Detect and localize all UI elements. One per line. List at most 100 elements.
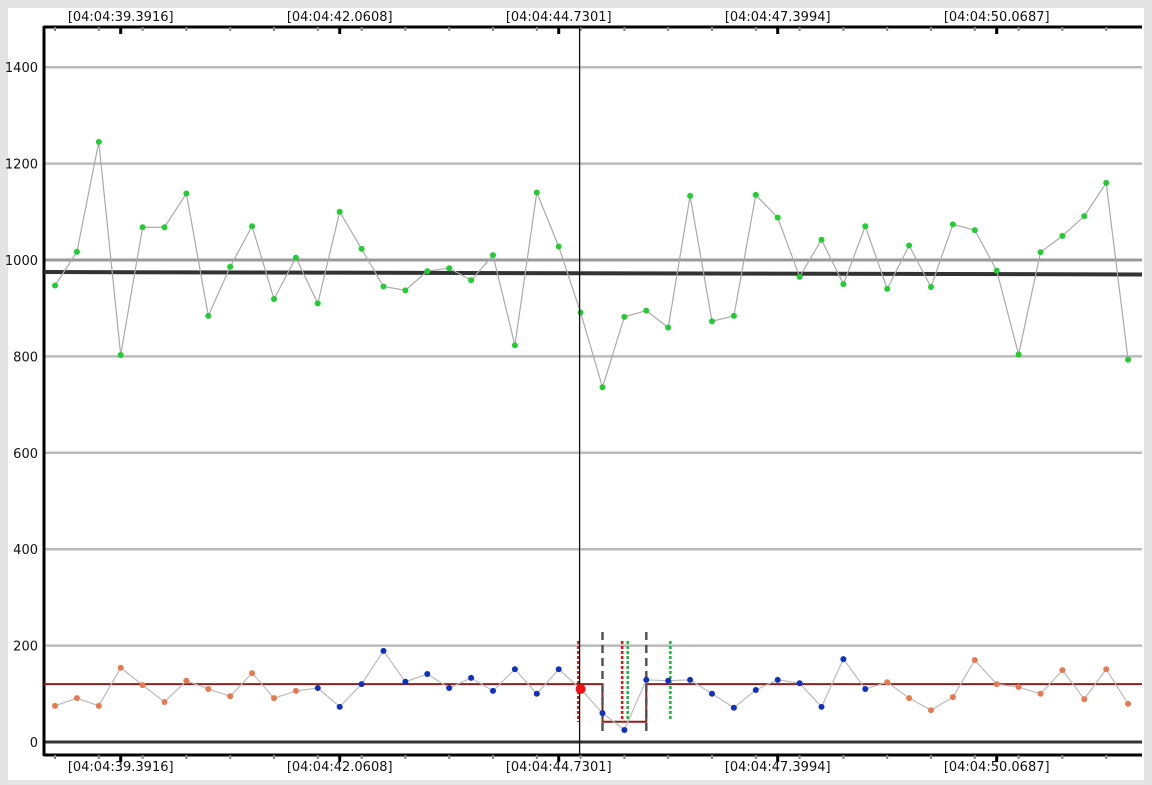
series-2-point xyxy=(862,685,869,692)
series-2-point xyxy=(117,664,124,671)
series-1-point xyxy=(555,243,562,250)
series-2-point xyxy=(949,694,956,701)
y-tick-label: 1000 xyxy=(5,254,38,269)
series-1-point xyxy=(884,285,891,292)
series-2-point xyxy=(774,676,781,683)
series-2-point xyxy=(468,674,475,681)
series-2-point xyxy=(511,666,518,673)
series-2-point xyxy=(205,685,212,692)
series-2-point xyxy=(139,682,146,689)
series-2-point xyxy=(271,695,277,702)
series-1-point xyxy=(949,221,956,228)
series-1-point xyxy=(52,282,58,289)
series-1-point xyxy=(862,223,869,230)
series-2-point xyxy=(906,695,913,702)
series-2-point xyxy=(314,685,321,692)
series-2-point xyxy=(95,702,102,709)
series-2-point xyxy=(840,656,847,663)
series-2-point xyxy=(1081,696,1088,703)
y-tick-label: 1200 xyxy=(5,158,38,173)
series-2-point xyxy=(52,702,58,709)
series-1-point xyxy=(249,223,256,230)
x-tick-label-bottom: [04:04:47.3994] xyxy=(725,760,831,775)
series-1-point xyxy=(511,342,518,349)
series-1-point xyxy=(161,224,168,231)
series-1-point xyxy=(1081,213,1088,220)
series-1-point xyxy=(752,191,759,198)
y-tick-label: 0 xyxy=(30,736,38,751)
series-1-point xyxy=(621,313,628,320)
series-1-point xyxy=(73,248,80,255)
series-1-point xyxy=(971,227,978,234)
series-1-point xyxy=(380,283,387,290)
series-2-point xyxy=(490,687,496,694)
series-1-point xyxy=(205,312,212,319)
series-1-point xyxy=(906,242,913,249)
series-1-point xyxy=(314,300,321,307)
series-2-point xyxy=(1103,666,1110,673)
series-2-point xyxy=(1037,690,1044,697)
x-tick-label-bottom: [04:04:50.0687] xyxy=(944,760,1050,775)
series-1-point xyxy=(818,236,825,243)
series-1-point xyxy=(95,138,102,145)
series-2-point xyxy=(446,685,453,692)
series-2-point xyxy=(424,671,431,678)
series-2-point xyxy=(687,676,694,683)
series-2-point xyxy=(358,681,365,688)
series-1-point xyxy=(292,254,299,261)
series-2-point xyxy=(292,687,299,694)
series-1-point xyxy=(424,268,431,275)
x-tick-label-top: [04:04:39.3916] xyxy=(68,10,174,25)
series-2-point xyxy=(796,680,803,687)
chart-panel xyxy=(8,8,1144,780)
series-2-point xyxy=(993,681,1000,688)
series-1-point xyxy=(183,190,190,197)
series-1-point xyxy=(402,287,409,294)
series-2-point xyxy=(555,666,562,673)
series-2-point xyxy=(1125,700,1132,707)
series-2-point xyxy=(643,676,650,683)
y-tick-label: 600 xyxy=(13,447,38,462)
series-1-point xyxy=(336,208,343,215)
series-2-point xyxy=(161,698,168,705)
series-2-point xyxy=(380,647,387,654)
series-2-point xyxy=(818,703,825,710)
x-tick-label-bottom: [04:04:39.3916] xyxy=(68,760,174,775)
series-2-point xyxy=(575,683,586,694)
x-tick-label-bottom: [04:04:44.7301] xyxy=(506,760,612,775)
series-1-point xyxy=(358,245,365,252)
series-2-point xyxy=(1015,684,1022,691)
series-2-point xyxy=(336,703,343,710)
series-1-point xyxy=(1059,232,1066,239)
x-tick-label-top: [04:04:50.0687] xyxy=(944,10,1050,25)
series-2-point xyxy=(533,690,540,697)
y-tick-label: 400 xyxy=(13,543,38,558)
series-1-point xyxy=(599,384,606,391)
series-2-point xyxy=(599,710,606,717)
series-1-point xyxy=(533,189,540,196)
x-tick-label-top: [04:04:44.7301] xyxy=(506,10,612,25)
series-1-point xyxy=(687,192,694,199)
series-2-point xyxy=(621,726,628,733)
y-tick-label: 1400 xyxy=(5,61,38,76)
series-2-point xyxy=(183,677,190,684)
series-1-point xyxy=(928,283,934,290)
series-1-point xyxy=(227,263,234,270)
series-1-point xyxy=(1103,179,1110,186)
series-2-point xyxy=(709,690,715,697)
series-2-point xyxy=(73,695,80,702)
series-1-point xyxy=(993,267,1000,274)
series-1-point xyxy=(643,307,650,314)
series-2-point xyxy=(665,677,672,684)
series-2-point xyxy=(752,686,759,693)
series-2-point xyxy=(928,707,934,714)
series-1-point xyxy=(840,281,847,288)
series-1-line xyxy=(54,141,1129,390)
series-2-line xyxy=(54,649,1129,731)
series-2-point xyxy=(730,704,737,711)
series-1-point xyxy=(139,224,146,231)
series-1-point xyxy=(796,273,803,280)
series-1-point xyxy=(709,318,715,325)
x-tick-label-bottom: [04:04:42.0608] xyxy=(287,760,393,775)
